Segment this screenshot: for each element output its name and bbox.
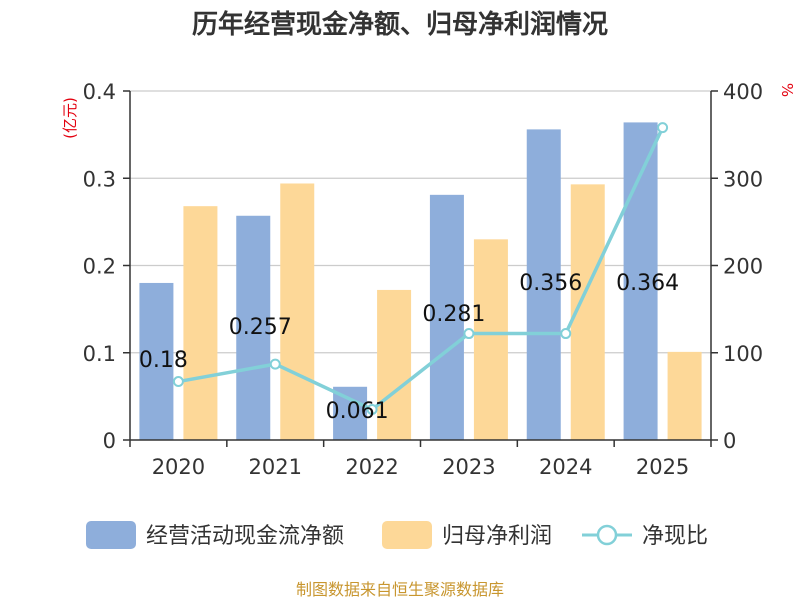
- ratio-series-line: [178, 126, 665, 412]
- axes: 0 0.1 0.2 0.3 0.4 0 100 200 300 400 2020 2021 2022 20…: [83, 80, 764, 479]
- data-label: 0.281: [422, 302, 485, 327]
- right-axis-tick-label: 400: [723, 80, 763, 104]
- legend-label: 经营活动现金流净额: [146, 524, 344, 549]
- data-labels: 0.18 0.257 0.061 0.281 0.356 0.364: [139, 271, 679, 424]
- bar-net-profit: [280, 183, 315, 441]
- ratio-point: [560, 328, 572, 340]
- data-label: 0.061: [326, 399, 389, 424]
- legend-marker: [596, 524, 618, 546]
- legend-label: 净现比: [642, 524, 708, 549]
- legend-item: 净现比: [582, 524, 708, 549]
- legend: 经营活动现金流净额 归母净利润 净现比: [86, 521, 708, 549]
- x-axis-tick-label: 2021: [249, 455, 302, 479]
- ratio-point: [463, 328, 475, 340]
- bar-net-profit: [183, 206, 218, 440]
- right-axis-tick-label: 100: [723, 342, 763, 366]
- legend-item: 归母净利润: [382, 521, 552, 549]
- ratio-point: [172, 376, 184, 388]
- bar-operating-cash-flow: [526, 129, 561, 440]
- right-axis-tick-label: 0: [723, 429, 736, 453]
- x-axis-tick-label: 2025: [636, 455, 689, 479]
- right-axis-unit: %: [778, 83, 796, 97]
- data-label: 0.257: [229, 315, 292, 340]
- bar-operating-cash-flow: [429, 194, 464, 440]
- legend-swatch: [382, 521, 432, 549]
- right-axis-tick-label: 200: [723, 255, 763, 279]
- left-axis-tick-label: 0.1: [83, 342, 116, 366]
- left-axis-tick-label: 0.2: [83, 255, 116, 279]
- left-axis-tick-label: 0.3: [83, 167, 116, 191]
- left-axis-unit: (亿元): [61, 97, 79, 139]
- x-axis-tick-label: 2022: [345, 455, 398, 479]
- x-axis-tick-label: 2023: [442, 455, 495, 479]
- bar-net-profit: [667, 351, 702, 440]
- legend-item: 经营活动现金流净额: [86, 521, 344, 549]
- chart-title: 历年经营现金净额、归母净利润情况: [192, 9, 608, 40]
- left-axis-tick-label: 0: [103, 429, 116, 453]
- data-label: 0.356: [519, 271, 582, 296]
- ratio-point: [366, 403, 378, 415]
- x-axis-tick-label: 2020: [152, 455, 205, 479]
- x-axis-tick-label: 2024: [539, 455, 592, 479]
- source-note: 制图数据来自恒生聚源数据库: [296, 580, 504, 599]
- right-axis-tick-label: 300: [723, 167, 763, 191]
- legend-swatch: [86, 521, 136, 549]
- bar-net-profit: [473, 239, 508, 440]
- ratio-point: [269, 358, 281, 370]
- bar-operating-cash-flow: [236, 215, 271, 440]
- bars: [139, 122, 702, 441]
- bar-operating-cash-flow: [139, 282, 174, 440]
- left-axis-tick-label: 0.4: [83, 80, 116, 104]
- bar-net-profit: [377, 289, 412, 440]
- grid-lines: [130, 90, 711, 354]
- ratio-line: [172, 122, 669, 415]
- data-label: 0.364: [616, 271, 679, 296]
- ratio-point: [657, 122, 669, 134]
- data-label: 0.18: [139, 348, 188, 373]
- legend-label: 归母净利润: [442, 524, 552, 549]
